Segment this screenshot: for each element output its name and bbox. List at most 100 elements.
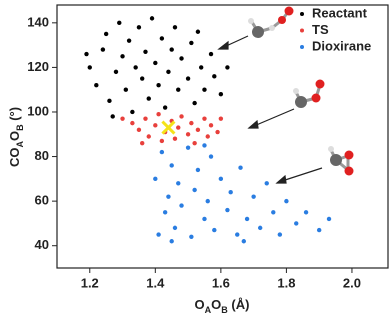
point xyxy=(176,181,181,186)
point xyxy=(84,51,89,57)
point xyxy=(189,120,194,126)
point xyxy=(162,210,168,215)
point xyxy=(192,140,197,146)
point xyxy=(166,194,171,199)
point xyxy=(110,114,115,119)
point xyxy=(113,69,119,75)
x-axis-label: OAOB (Å) xyxy=(195,297,250,315)
point xyxy=(235,232,240,237)
y-tick-label: 80 xyxy=(35,148,49,163)
point xyxy=(271,210,276,215)
point xyxy=(202,116,207,121)
point xyxy=(120,54,125,59)
y-axis-label: COAOB (°) xyxy=(7,107,25,167)
point xyxy=(294,221,299,226)
xlabel-part: (Å) xyxy=(228,297,250,312)
point xyxy=(179,56,184,61)
arrow xyxy=(253,108,295,127)
point xyxy=(218,91,224,97)
point xyxy=(169,163,174,168)
point xyxy=(185,132,191,137)
point xyxy=(192,100,197,106)
point xyxy=(185,76,191,81)
molecule-reactant xyxy=(248,6,294,38)
point xyxy=(251,194,256,199)
point xyxy=(172,25,178,30)
arrow-head xyxy=(217,40,229,50)
ylabel-part: (°) xyxy=(7,107,22,124)
legend-swatch xyxy=(300,12,304,16)
legend-label: TS xyxy=(312,22,329,37)
point xyxy=(205,134,210,139)
point xyxy=(143,116,148,121)
point xyxy=(130,120,135,126)
xlabel-part: O xyxy=(195,297,205,312)
annotations xyxy=(217,35,323,184)
point xyxy=(241,239,247,244)
molecule-ts xyxy=(293,79,325,108)
point xyxy=(176,125,181,130)
point xyxy=(215,129,220,135)
ylabel-part: B xyxy=(15,124,25,131)
point xyxy=(202,143,207,148)
point xyxy=(172,225,178,231)
point xyxy=(159,149,165,155)
x-tick-label: 2.0 xyxy=(343,275,361,290)
point xyxy=(156,232,161,237)
point xyxy=(153,60,158,66)
point xyxy=(192,187,197,193)
y-tick-label: 60 xyxy=(35,193,49,208)
molecule-dioxirane xyxy=(328,146,354,176)
point xyxy=(149,16,155,21)
point xyxy=(212,74,217,79)
point xyxy=(120,116,125,121)
point xyxy=(238,165,243,170)
point xyxy=(123,87,129,92)
arrow-head xyxy=(247,119,259,129)
point xyxy=(202,87,207,92)
point xyxy=(225,207,230,213)
point xyxy=(100,47,106,52)
points xyxy=(84,16,332,244)
point xyxy=(284,198,289,204)
y-tick-label: 140 xyxy=(27,14,49,29)
point xyxy=(159,36,165,41)
legend-swatch xyxy=(300,45,304,49)
xlabel-part: B xyxy=(221,305,228,315)
point xyxy=(316,227,322,233)
point xyxy=(87,65,92,70)
point xyxy=(195,29,201,34)
point xyxy=(136,25,142,30)
point xyxy=(166,69,171,75)
point xyxy=(208,123,214,128)
point xyxy=(153,123,158,128)
ylabel-part: O xyxy=(7,131,22,141)
point xyxy=(218,176,224,182)
point xyxy=(189,234,194,239)
point xyxy=(257,225,263,231)
point xyxy=(205,198,210,204)
point xyxy=(303,210,309,215)
legend-label: Reactant xyxy=(312,5,368,20)
point xyxy=(195,127,201,133)
point xyxy=(176,87,181,92)
point xyxy=(326,216,332,222)
point xyxy=(117,20,122,26)
y-tick-label: 100 xyxy=(27,103,49,118)
point xyxy=(156,83,161,88)
point xyxy=(153,176,158,182)
point xyxy=(146,134,151,139)
point xyxy=(264,181,269,186)
point xyxy=(133,65,138,70)
point xyxy=(169,47,174,52)
point xyxy=(179,114,184,119)
ylabel-part: A xyxy=(15,141,25,148)
point xyxy=(140,76,145,81)
point xyxy=(107,98,112,104)
point xyxy=(156,112,161,117)
y-tick-label: 40 xyxy=(35,237,49,252)
point xyxy=(208,51,214,57)
x-tick-label: 1.6 xyxy=(212,275,230,290)
point xyxy=(277,232,283,237)
